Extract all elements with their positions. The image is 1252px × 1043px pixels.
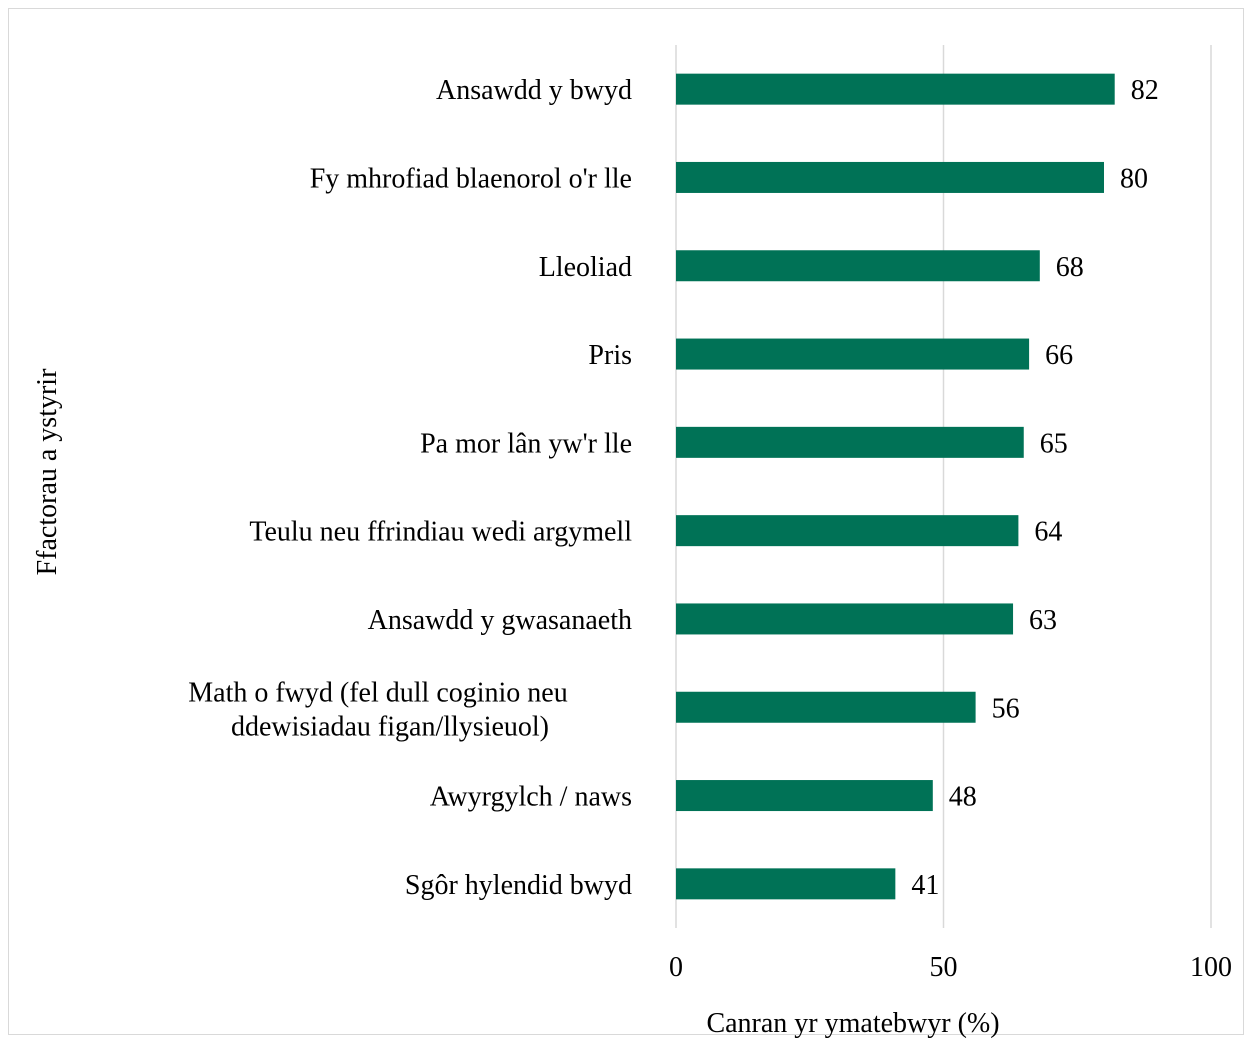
bar-value-labels: 82 80 68 66 65 64 63 56 48 41 xyxy=(911,75,1158,901)
bar-value-label: 68 xyxy=(1056,252,1084,283)
category-label: Awyrgylch / naws xyxy=(430,782,632,813)
bars xyxy=(676,73,1115,900)
x-tick-label: 0 xyxy=(669,952,683,983)
category-label: Pris xyxy=(588,340,632,371)
bar-value-label: 82 xyxy=(1131,75,1159,106)
bar xyxy=(676,73,1115,105)
bar-value-label: 56 xyxy=(992,693,1020,724)
bar xyxy=(676,603,1014,635)
category-label: Sgôr hylendid bwyd xyxy=(405,870,632,901)
category-label: Pa mor lân yw'r lle xyxy=(420,428,632,459)
category-label: Lleoliad xyxy=(539,252,632,283)
category-label: Fy mhrofiad blaenorol o'r lle xyxy=(310,163,632,194)
bar-value-label: 48 xyxy=(949,782,977,813)
category-label: Ansawdd y bwyd xyxy=(436,75,632,106)
x-tick-label: 100 xyxy=(1190,952,1232,983)
category-labels: Ansawdd y bwyd Fy mhrofiad blaenorol o'r … xyxy=(188,75,632,901)
y-axis-title: Ffactorau a ystyrir xyxy=(32,368,63,575)
x-tick-label: 50 xyxy=(930,952,958,983)
bar-value-label: 41 xyxy=(911,870,939,901)
bar xyxy=(676,338,1030,370)
bar xyxy=(676,691,976,723)
bar xyxy=(676,515,1019,547)
bar xyxy=(676,780,933,812)
x-tick-labels: 0 50 100 xyxy=(669,952,1232,983)
bar xyxy=(676,250,1040,282)
bar-value-label: 65 xyxy=(1040,428,1068,459)
bar-value-label: 66 xyxy=(1045,340,1073,371)
category-label: Math o fwyd (fel dull coginio neu ddewisi… xyxy=(188,677,567,742)
x-axis-title: Canran yr ymatebwyr (%) xyxy=(706,1008,999,1039)
bar xyxy=(676,161,1104,193)
bar-value-label: 63 xyxy=(1029,605,1057,636)
bar xyxy=(676,426,1024,458)
bar xyxy=(676,868,896,900)
category-label: Teulu neu ffrindiau wedi argymell xyxy=(249,517,632,548)
category-label: Ansawdd y gwasanaeth xyxy=(368,605,632,636)
bar-value-label: 64 xyxy=(1034,517,1062,548)
bar-value-label: 80 xyxy=(1120,163,1148,194)
